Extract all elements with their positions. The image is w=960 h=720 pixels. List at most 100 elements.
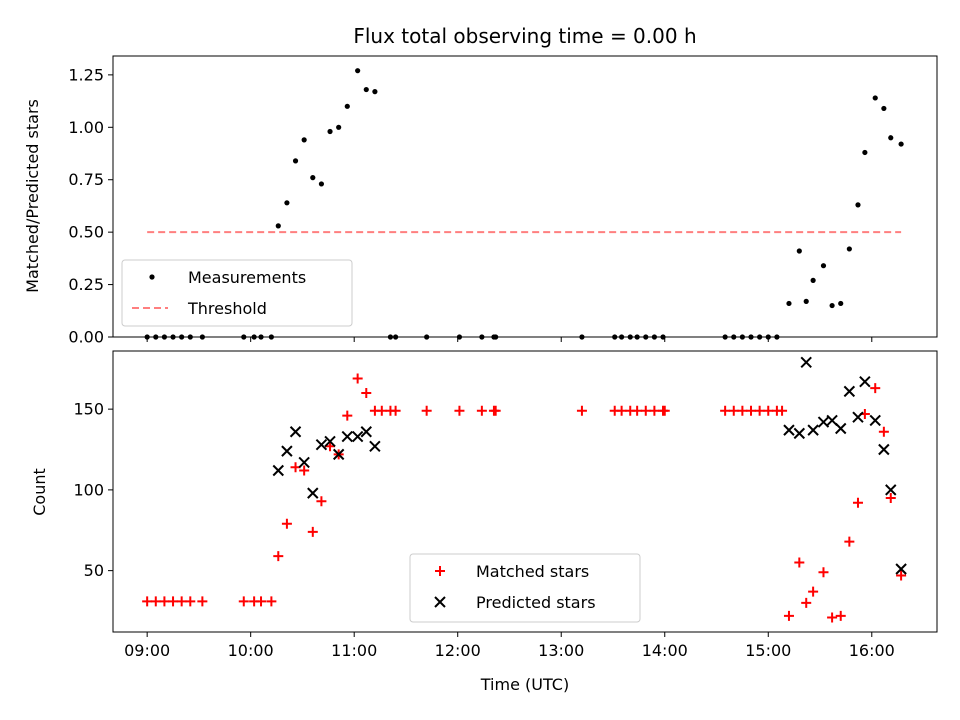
- matched-star-point: [777, 405, 788, 416]
- y-tick-label: 1.25: [68, 65, 104, 84]
- predicted-star-point: [298, 456, 310, 469]
- y-tick-label: 0.50: [68, 223, 104, 242]
- predicted-star-point: [332, 448, 345, 461]
- x-tick-label: 12:00: [435, 641, 481, 660]
- x-tick-label: 11:00: [331, 641, 377, 660]
- matched-star-point: [649, 405, 660, 416]
- measurement-point: [301, 137, 307, 143]
- matched-star-point: [168, 596, 179, 607]
- measurement-point: [803, 298, 809, 304]
- y-tick-label: 150: [73, 400, 104, 419]
- measurement-point: [810, 277, 816, 283]
- matched-star-point: [185, 596, 196, 607]
- predicted-star-point: [351, 430, 364, 443]
- matched-star-point: [885, 492, 896, 503]
- measurement-point: [829, 302, 835, 309]
- axes-frame: [112, 55, 938, 338]
- matched-star-point: [256, 596, 267, 607]
- matched-star-point: [342, 410, 353, 421]
- measurement-point: [796, 248, 802, 254]
- matched-star-point: [737, 405, 748, 416]
- x-tick-label: 09:00: [124, 641, 170, 660]
- matched-star-point: [746, 405, 757, 416]
- predicted-star-point: [793, 427, 806, 440]
- predicted-star-point: [852, 411, 864, 423]
- predicted-star-point: [281, 445, 293, 457]
- predicted-star-point: [895, 563, 907, 575]
- predicted-star-point: [783, 424, 795, 436]
- measurement-point: [881, 105, 887, 112]
- axes-frame: [112, 350, 938, 633]
- matched-star-point: [476, 405, 487, 416]
- predicted-star-point: [835, 422, 847, 435]
- measurement-point: [355, 68, 361, 74]
- matched-star-point: [827, 612, 838, 623]
- x-tick-label: 14:00: [642, 641, 688, 660]
- measurement-point: [888, 135, 894, 141]
- matched-star-point: [754, 405, 765, 416]
- legend-label: Measurements: [188, 268, 306, 287]
- predicted-star-point: [289, 426, 302, 438]
- matched-star-point: [659, 405, 670, 416]
- bottom-subplot: 50 100 150 09:00 10:00 11:00 12:00 13:00 14:00 15…: [73, 350, 938, 660]
- y-tick-label: 0.00: [68, 328, 104, 347]
- predicted-star-point: [272, 464, 284, 477]
- matched-star-point: [307, 526, 318, 537]
- measurement-point: [820, 263, 827, 269]
- matched-star-point: [728, 405, 739, 416]
- measurement-point: [284, 200, 290, 206]
- top-subplot: 0.00 0.25 0.50 0.75 1.00 1.25 Measurements Thre…: [68, 55, 938, 347]
- measurement-point: [372, 89, 378, 95]
- matched-star-point: [159, 596, 170, 607]
- x-tick-label: 15:00: [745, 641, 791, 660]
- legend: Measurements Threshold: [121, 259, 353, 327]
- measurement-point: [327, 128, 333, 135]
- matched-star-point: [852, 497, 863, 508]
- matched-star-point: [720, 405, 731, 416]
- legend-label: Matched stars: [476, 562, 589, 581]
- matched-star-point: [616, 405, 627, 416]
- legend-measurements-swatch: [149, 274, 155, 280]
- matched-star-point: [896, 570, 907, 581]
- measurement-point: [344, 103, 350, 109]
- bottom-y-axis-label: Count: [30, 468, 49, 516]
- matched-star-point: [763, 405, 774, 416]
- matched-star-point: [316, 496, 327, 507]
- matched-star-point: [273, 551, 284, 562]
- predicted-star-point: [360, 426, 372, 438]
- legend-label: Threshold: [187, 299, 267, 318]
- matched-star-point: [176, 596, 187, 607]
- predicted-star-point: [307, 487, 319, 499]
- legend-box: [121, 259, 353, 327]
- measurement-point: [855, 202, 861, 208]
- predicted-star-point: [843, 385, 856, 398]
- matched-star-point: [640, 405, 651, 416]
- matched-star-point: [352, 373, 363, 384]
- matched-star-point: [197, 596, 208, 607]
- plot-area: [144, 68, 904, 340]
- measurement-point: [898, 141, 904, 147]
- predicted-star-point: [341, 430, 354, 443]
- measurement-point: [318, 181, 325, 187]
- predicted-star-point: [826, 414, 838, 427]
- matched-star-point: [361, 387, 372, 398]
- matched-star-point: [801, 597, 812, 608]
- predicted-star-point: [324, 435, 336, 448]
- x-tick-label: 16:00: [849, 641, 895, 660]
- predicted-star-point: [807, 424, 819, 436]
- legend-predicted-swatch: [434, 596, 446, 608]
- legend-box: [409, 553, 641, 623]
- matched-star-point: [390, 405, 401, 416]
- matched-star-point: [870, 383, 881, 394]
- matched-star-point: [266, 596, 277, 607]
- measurement-point: [838, 300, 844, 307]
- predicted-star-point: [859, 375, 871, 388]
- predicted-star-point: [878, 443, 890, 456]
- matched-star-point: [150, 596, 161, 607]
- matched-star-point: [632, 405, 643, 416]
- x-tick-label: 13:00: [538, 641, 584, 660]
- matched-star-point: [835, 610, 846, 621]
- measurement-point: [846, 246, 852, 252]
- matched-star-point: [421, 405, 432, 416]
